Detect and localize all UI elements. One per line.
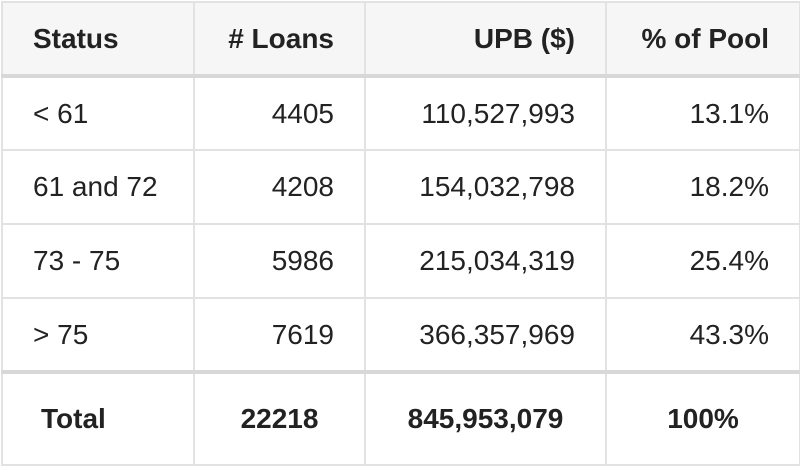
cell-upb: 366,357,969 [364,297,607,373]
table-row: > 75 7619 366,357,969 43.3% [1,297,800,373]
cell-loans: 5986 [193,223,366,299]
cell-pool-pct: 43.3% [605,297,800,373]
cell-loans: 4405 [193,75,366,151]
header-loans: # Loans [193,1,366,78]
cell-status: 61 and 72 [1,149,195,225]
cell-upb: 154,032,798 [364,149,607,225]
cell-status: < 61 [1,75,195,151]
cell-pool-pct: 13.1% [605,75,800,151]
table-row: 61 and 72 4208 154,032,798 18.2% [1,149,800,225]
total-upb: 845,953,079 [364,370,607,466]
cell-upb: 110,527,993 [364,75,607,151]
table-footer: Total 22218 845,953,079 100% [1,370,800,466]
header-status: Status [1,1,195,78]
total-loans: 22218 [193,370,366,466]
table-header: Status # Loans UPB ($) % of Pool [1,1,800,78]
cell-upb: 215,034,319 [364,223,607,299]
cell-pool-pct: 25.4% [605,223,800,299]
cell-loans: 7619 [193,297,366,373]
total-row: Total 22218 845,953,079 100% [1,370,800,466]
total-pool-pct: 100% [605,370,800,466]
table-body: < 61 4405 110,527,993 13.1% 61 and 72 42… [1,75,800,373]
header-upb: UPB ($) [364,1,607,78]
table-row: < 61 4405 110,527,993 13.1% [1,75,800,151]
cell-status: 73 - 75 [1,223,195,299]
table-row: 73 - 75 5986 215,034,319 25.4% [1,223,800,299]
cell-status: > 75 [1,297,195,373]
header-row: Status # Loans UPB ($) % of Pool [1,1,800,78]
cell-pool-pct: 18.2% [605,149,800,225]
header-pool-pct: % of Pool [605,1,800,78]
total-label: Total [1,370,195,466]
cell-loans: 4208 [193,149,366,225]
